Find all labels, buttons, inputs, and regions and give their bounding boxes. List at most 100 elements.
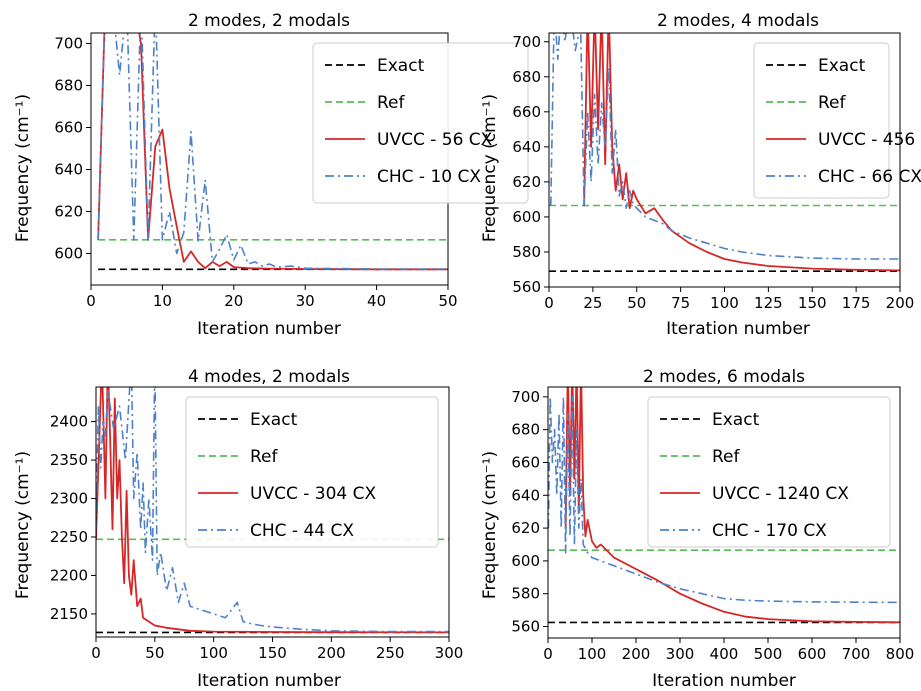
panel-4-plot-area: 0 100 200 300 400 500 600 700 800 560 580 600 620 640…	[511, 386, 915, 663]
legend-label: Ref	[377, 93, 406, 113]
y-tick-label: 2250	[50, 528, 88, 546]
legend: Exact Ref UVCC - 56 CX CHC - 10 CX	[312, 42, 529, 204]
legend: Exact Ref UVCC - 1240 CX CHC - 170 CX	[647, 396, 891, 548]
legend-label: CHC - 10 CX	[377, 167, 481, 187]
x-tick-label: 175	[842, 294, 871, 312]
x-tick-label: 0	[91, 644, 101, 662]
series-line-chc-66-cx	[550, 33, 900, 260]
y-tick-label: 560	[512, 278, 541, 296]
y-tick-label: 700	[54, 35, 83, 53]
x-tick-label: 100	[578, 645, 607, 663]
y-tick-label: 620	[54, 203, 83, 221]
legend: Exact Ref UVCC - 456 CX CHC - 66 CX	[753, 42, 921, 199]
y-tick-label: 700	[511, 388, 540, 406]
legend-label: Exact	[250, 410, 298, 430]
legend-label: UVCC - 56 CX	[377, 130, 493, 150]
panel-2-ylabel: Frequency (cm⁻¹)	[480, 94, 500, 242]
y-tick-label: 680	[511, 421, 540, 439]
y-tick-label: 640	[54, 161, 83, 179]
panel-3-xlabel: Iteration number	[197, 671, 341, 691]
panel-1-plot-area: 0 10 20 30 40 50 600 620 640 660 680 700 Exact Ref UVC…	[54, 32, 529, 310]
y-tick-label: 640	[512, 138, 541, 156]
panel-2-plot-area: 0 25 50 75 100 125 150 175 200 560 580 600 620 640 660…	[512, 32, 921, 312]
panel-2-xlabel: Iteration number	[666, 319, 810, 339]
y-tick-label: 580	[511, 585, 540, 603]
y-tick-label: 660	[511, 453, 540, 471]
panel-3-ylabel: Frequency (cm⁻¹)	[13, 451, 33, 599]
x-tick-label: 50	[145, 644, 164, 662]
x-tick-label: 50	[627, 294, 646, 312]
x-tick-label: 30	[296, 292, 315, 310]
y-tick-label: 660	[54, 119, 83, 137]
x-tick-label: 250	[376, 644, 405, 662]
y-tick-label: 580	[512, 243, 541, 261]
legend-label: Ref	[712, 447, 741, 467]
series-group	[97, 33, 448, 271]
legend-box	[312, 42, 529, 204]
y-tick-label: 600	[512, 208, 541, 226]
legend-label: CHC - 66 CX	[818, 167, 921, 187]
y-tick-label: 620	[512, 173, 541, 191]
y-tick-label: 640	[511, 486, 540, 504]
x-tick-label: 75	[671, 294, 690, 312]
x-tick-label: 125	[754, 294, 783, 312]
legend-label: Exact	[712, 410, 760, 430]
y-tick-label: 680	[512, 68, 541, 86]
x-tick-label: 50	[438, 292, 457, 310]
y-tick-label: 2300	[50, 490, 88, 508]
y-tick-label: 560	[511, 618, 540, 636]
panel-2: 2 modes, 4 modals 0 25 50 75 100 125 150 175 200…	[480, 11, 921, 339]
panel-3-plot-area: 0 50 100 150 200 250 300 2150 2200 2250 2300 2350 24…	[50, 386, 463, 662]
legend-box	[185, 396, 439, 548]
x-tick-label: 500	[754, 645, 783, 663]
y-tick-label: 600	[54, 245, 83, 263]
x-tick-label: 40	[367, 292, 386, 310]
y-tick-label: 2400	[50, 413, 88, 431]
y-tick-label: 700	[512, 33, 541, 51]
legend-label: UVCC - 456 CX	[818, 130, 921, 150]
panel-4-ylabel: Frequency (cm⁻¹)	[480, 451, 500, 599]
legend-label: CHC - 44 CX	[250, 521, 354, 541]
series-line-chc-10-cx	[97, 33, 448, 270]
panel-3: 4 modes, 2 modals 0 50 100 150 200 250 300 2150…	[13, 367, 463, 691]
legend-box	[647, 396, 891, 548]
series-line-uvcc-304-cx	[96, 387, 449, 634]
legend-label: UVCC - 304 CX	[250, 484, 376, 504]
legend-label: Exact	[377, 56, 425, 76]
legend-label: Exact	[818, 56, 866, 76]
x-tick-label: 100	[199, 644, 228, 662]
legend-label: CHC - 170 CX	[712, 521, 827, 541]
x-tick-label: 100	[710, 294, 739, 312]
y-tick-label: 2200	[50, 566, 88, 584]
x-tick-label: 400	[710, 645, 739, 663]
panel-4-xlabel: Iteration number	[652, 671, 796, 691]
panel-4: 2 modes, 6 modals 0 100 200 300 400 500 600 700…	[480, 367, 915, 691]
x-tick-label: 200	[622, 645, 651, 663]
legend-box	[753, 42, 890, 199]
x-tick-label: 150	[258, 644, 287, 662]
x-tick-label: 150	[798, 294, 827, 312]
x-tick-label: 800	[886, 645, 915, 663]
series-group	[549, 33, 900, 273]
legend: Exact Ref UVCC - 304 CX CHC - 44 CX	[185, 396, 439, 548]
y-tick-label: 2350	[50, 451, 88, 469]
x-tick-label: 700	[842, 645, 871, 663]
x-tick-label: 600	[798, 645, 827, 663]
x-tick-label: 25	[583, 294, 602, 312]
legend-label: Ref	[818, 93, 847, 113]
y-tick-label: 680	[54, 77, 83, 95]
panel-2-title: 2 modes, 4 modals	[657, 11, 819, 31]
panel-1-ylabel: Frequency (cm⁻¹)	[13, 94, 33, 242]
x-tick-label: 0	[86, 292, 96, 310]
series-line-chc-44-cx	[96, 387, 449, 633]
panel-1-title: 2 modes, 2 modals	[188, 11, 350, 31]
x-tick-label: 0	[543, 645, 553, 663]
y-tick-label: 660	[512, 103, 541, 121]
panel-1: 2 modes, 2 modals 0 10 20 30 40 50 600 620 640 66…	[13, 11, 529, 339]
series-line-chc-170-cx	[548, 395, 900, 604]
series-line-uvcc-456-cx	[583, 33, 900, 272]
series-line-uvcc-56-cx	[97, 33, 448, 271]
y-tick-label: 600	[511, 552, 540, 570]
series-line-uvcc-1240-cx	[564, 387, 900, 624]
